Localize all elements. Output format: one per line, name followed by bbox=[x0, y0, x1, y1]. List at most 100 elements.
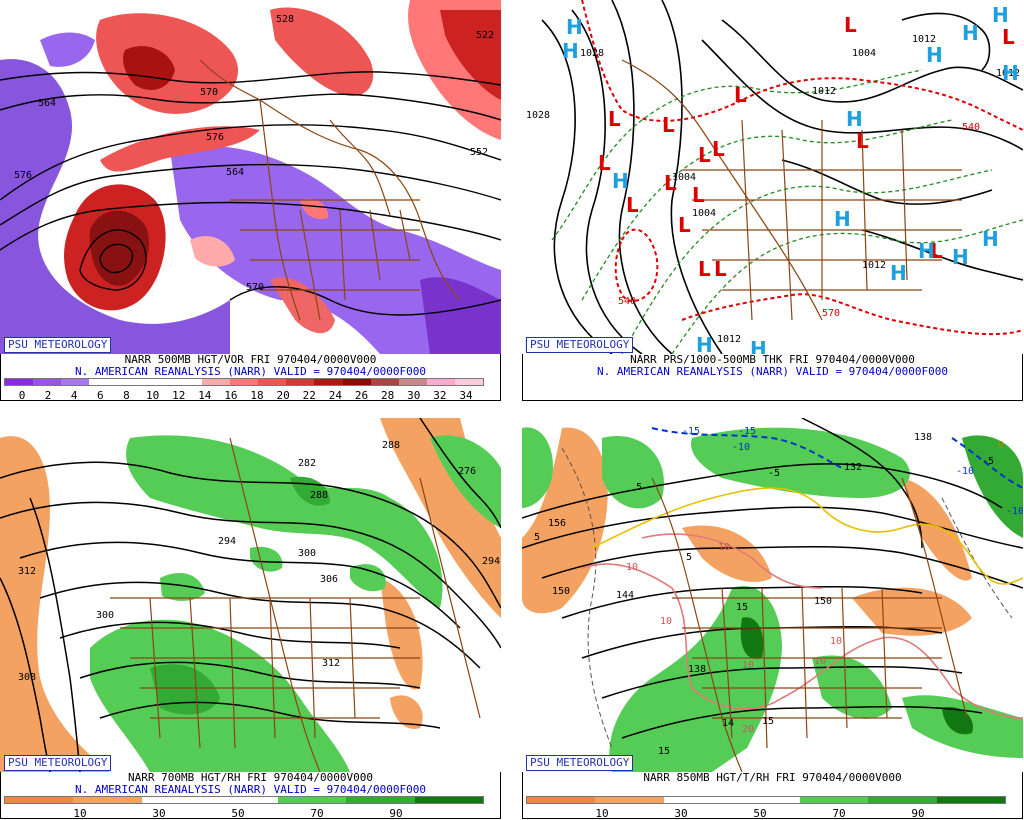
color-scale-bar bbox=[4, 378, 484, 386]
low-marker: L bbox=[1002, 25, 1015, 49]
color-scale-swatch bbox=[145, 379, 174, 385]
color-scale-swatch bbox=[314, 379, 343, 385]
political-boundaries bbox=[199, 59, 461, 321]
color-scale-swatch bbox=[414, 797, 483, 803]
low-marker: L bbox=[698, 257, 711, 281]
color-scale-swatch bbox=[286, 379, 315, 385]
low-marker: L bbox=[930, 239, 943, 263]
contour-label: 1004 bbox=[852, 48, 876, 59]
caption-line1: NARR 500MB HGT/VOR FRI 970404/0000V000 bbox=[124, 353, 377, 366]
contour-label: 0 bbox=[998, 440, 1004, 451]
low-marker: L bbox=[692, 183, 705, 207]
thickness-contours bbox=[551, 69, 1023, 354]
contour-label: 288 bbox=[310, 490, 328, 501]
color-scale-tick-label: 10 bbox=[73, 807, 87, 820]
color-scale-tick-label: 22 bbox=[302, 389, 316, 402]
psu-meteorology-logo: PSU METEOROLOGY bbox=[526, 755, 634, 771]
color-scale-tick-label: 28 bbox=[381, 389, 395, 402]
color-scale-tick-label: 30 bbox=[407, 389, 421, 402]
contour-label: 20 bbox=[742, 724, 754, 735]
vorticity-max-ne bbox=[440, 10, 501, 100]
color-scale-tick-label: 50 bbox=[753, 807, 767, 820]
caption-line2: N. AMERICAN REANALYSIS (NARR) VALID = 97… bbox=[597, 365, 948, 378]
color-scale-tick-label: 12 bbox=[172, 389, 186, 402]
political-boundaries bbox=[651, 477, 968, 772]
contour-label: 576 bbox=[206, 132, 224, 143]
color-scale-swatch bbox=[346, 797, 415, 803]
low-marker: L bbox=[714, 257, 727, 281]
low-marker: L bbox=[734, 83, 747, 107]
color-scale-tick-label: 2 bbox=[44, 389, 52, 402]
contour-label: 576 bbox=[14, 170, 32, 181]
contour-label: -5 bbox=[768, 468, 780, 479]
high-marker: H bbox=[952, 245, 969, 269]
contour-label: 564 bbox=[38, 98, 56, 109]
color-scale-tick-label: 10 bbox=[595, 807, 609, 820]
color-scale-tick-label: 26 bbox=[354, 389, 369, 402]
contour-label: -5 bbox=[982, 456, 994, 467]
contour-label: 1028 bbox=[526, 110, 550, 121]
panel-pressure-thickness: 1028 1028 1004 1012 1004 1012 540 1004 1… bbox=[522, 0, 1023, 401]
contour-label: 1028 bbox=[580, 48, 604, 59]
color-scale-swatch bbox=[89, 379, 118, 385]
contour-label: 132 bbox=[844, 462, 862, 473]
vorticity-negative-area bbox=[420, 277, 501, 354]
color-scale-swatch bbox=[731, 797, 801, 803]
moist-area bbox=[602, 436, 664, 509]
vorticity-streak bbox=[100, 126, 260, 172]
color-scale-swatch bbox=[33, 379, 62, 385]
contour-label: 312 bbox=[18, 566, 36, 577]
contour-label: 552 bbox=[470, 147, 488, 158]
contour-label: -15 bbox=[738, 426, 756, 437]
color-scale-ticks: 10 30 50 70 90 bbox=[4, 807, 484, 820]
color-scale-swatch bbox=[278, 797, 347, 803]
caption-line2: N. AMERICAN REANALYSIS (NARR) VALID = 97… bbox=[75, 783, 426, 796]
vorticity-blob bbox=[190, 236, 235, 267]
color-scale-swatch bbox=[663, 797, 732, 803]
contour-label: 288 bbox=[382, 440, 400, 451]
low-marker: L bbox=[608, 107, 621, 131]
color-scale-swatch bbox=[426, 379, 455, 385]
color-scale-swatch bbox=[117, 379, 146, 385]
contour-label: 5 bbox=[686, 552, 692, 563]
moist-area bbox=[691, 427, 910, 498]
low-marker: L bbox=[856, 129, 869, 153]
political-boundaries bbox=[621, 59, 962, 321]
panel-700mb-rh: 288 282 288 276 294 300 306 312 300 294 … bbox=[0, 418, 501, 820]
contour-label: 282 bbox=[298, 458, 316, 469]
contour-label: 10 bbox=[626, 562, 638, 573]
moist-area bbox=[350, 564, 386, 592]
psu-meteorology-logo: PSU METEOROLOGY bbox=[4, 755, 112, 771]
psu-meteorology-logo: PSU METEOROLOGY bbox=[4, 337, 112, 353]
high-marker: H bbox=[612, 169, 629, 193]
color-scale-ticks: 10 30 50 70 90 bbox=[526, 807, 1006, 820]
map-700mb: 288 282 288 276 294 300 306 312 300 294 … bbox=[0, 418, 501, 772]
height-contours bbox=[0, 71, 501, 316]
high-marker: H bbox=[890, 261, 907, 285]
isotherms bbox=[561, 447, 1013, 749]
contour-label: 300 bbox=[298, 548, 316, 559]
panel-500mb-vorticity: 528 522 570 564 576 564 570 552 576 PSU … bbox=[0, 0, 501, 402]
color-scale-tick-label: 30 bbox=[152, 807, 166, 820]
contour-label: 15 bbox=[736, 602, 748, 613]
color-scale-swatch bbox=[455, 379, 484, 385]
panel-850mb-temp-rh: -15 -15 -10 -10 -5 132 138 156 150 144 1… bbox=[522, 418, 1023, 820]
contour-label: 1012 bbox=[862, 260, 886, 271]
color-scale-tick-label: 16 bbox=[224, 389, 238, 402]
map-pressure-thickness: 1028 1028 1004 1012 1004 1012 540 1004 1… bbox=[522, 0, 1023, 354]
color-scale-tick-label: 14 bbox=[198, 389, 212, 402]
color-scale-tick-label: 90 bbox=[911, 807, 925, 820]
contour-label: 14 bbox=[722, 718, 734, 729]
color-scale-swatch bbox=[5, 379, 34, 385]
color-scale-ticks: 0 2 4 6 8 10 12 14 16 18 20 22 24 26 28 30 32 34 bbox=[4, 389, 484, 402]
color-scale-tick-label: 4 bbox=[70, 389, 78, 402]
dry-area bbox=[902, 478, 972, 581]
contour-label: 1012 bbox=[717, 334, 741, 345]
color-scale-tick-label: 30 bbox=[674, 807, 688, 820]
contour-label: 15 bbox=[762, 716, 774, 727]
contour-label: 300 bbox=[96, 610, 114, 621]
color-scale-swatch bbox=[527, 797, 596, 803]
high-marker: H bbox=[562, 39, 579, 63]
vorticity-blob bbox=[300, 198, 329, 220]
low-marker: L bbox=[664, 171, 677, 195]
